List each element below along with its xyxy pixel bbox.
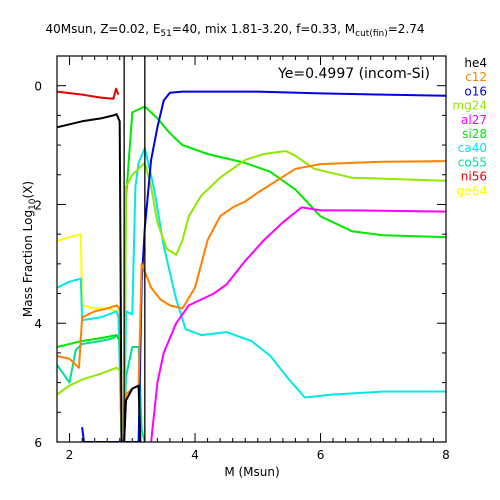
- series-layer: [57, 87, 446, 442]
- plot-frame: [56, 55, 447, 443]
- y-tick-label: 4: [34, 317, 42, 331]
- legend-item-mg24: mg24: [452, 99, 487, 113]
- x-tick-label: 8: [442, 448, 450, 462]
- y-axis-label: Mass Fraction Log10(X): [21, 181, 38, 317]
- y-tick-label: 2: [34, 198, 42, 212]
- x-tick-label: 6: [317, 448, 325, 462]
- series-line-o16: [81, 90, 446, 442]
- legend-item-he4: he4: [464, 56, 487, 70]
- title-suffix: =2.74: [388, 22, 425, 36]
- series-line-ni56: [57, 87, 120, 100]
- series-line-mg24: [57, 150, 446, 442]
- legend-item-o16: o16: [464, 84, 487, 98]
- title-m-sub: cut(fin): [355, 29, 388, 39]
- ylabel-after: (X): [21, 181, 35, 199]
- tick-layer: 2 4 6 8 0 2 4 6: [34, 55, 450, 462]
- legend-item-ni56: ni56: [461, 170, 487, 184]
- ye-annotation: Ye=0.4997 (incom-Si): [277, 66, 430, 82]
- legend-item-co55: co55: [458, 155, 487, 169]
- legend-item-ge64: ge64: [457, 184, 487, 198]
- x-tick-label: 2: [66, 448, 74, 462]
- legend-item-ca40: ca40: [458, 141, 487, 155]
- series-line-al27: [150, 206, 446, 442]
- series-line-si28: [57, 105, 446, 442]
- ylabel-sub: 10: [28, 198, 38, 210]
- title-e-sub: 51: [160, 29, 171, 39]
- series-line-c12: [57, 160, 446, 442]
- legend-item-si28: si28: [462, 127, 487, 141]
- legend-item-c12: c12: [465, 70, 487, 84]
- series-line-ge64: [57, 233, 121, 313]
- ylabel-before: Mass Fraction Log: [21, 210, 35, 317]
- x-tick-label: 4: [191, 448, 199, 462]
- title-prefix: 40Msun, Z=0.02, E: [45, 22, 160, 36]
- y-tick-label: 6: [34, 436, 42, 450]
- chart-title: 40Msun, Z=0.02, E51=40, mix 1.81-3.20, f…: [45, 22, 424, 39]
- marker-layer: [123, 56, 146, 442]
- x-axis-label: M (Msun): [224, 465, 279, 479]
- y-tick-label: 0: [34, 80, 42, 94]
- series-line-ca40: [57, 147, 446, 442]
- legend-item-al27: al27: [461, 113, 487, 127]
- title-mid: =40, mix 1.81-3.20, f=0.33, M: [172, 22, 355, 36]
- series-line-he4: [57, 113, 142, 442]
